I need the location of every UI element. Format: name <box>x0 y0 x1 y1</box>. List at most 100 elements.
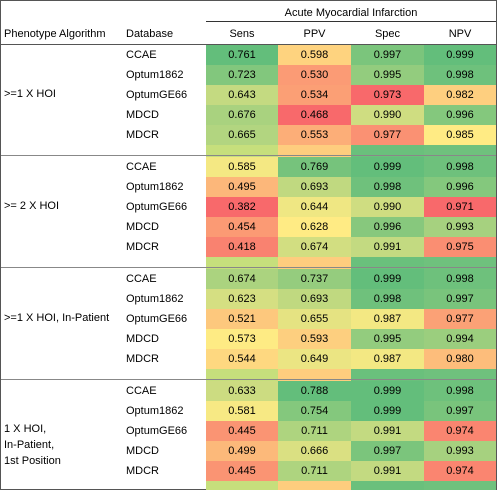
npv-value-cell: 0.998 <box>424 269 496 289</box>
database-cell: CCAE <box>126 161 157 173</box>
database-cell: MDCR <box>126 129 159 141</box>
table-row: CCAE 0.674 0.737 0.999 0.998 <box>1 269 496 289</box>
ppv-value-cell: 0.530 <box>278 65 351 85</box>
database-column-header: Database <box>126 28 174 40</box>
sens-value-cell: 0.418 <box>206 237 278 257</box>
npv-value-cell: 0.993 <box>424 217 496 237</box>
group-divider <box>1 155 496 156</box>
npv-column-header: NPV <box>448 28 472 40</box>
npv-value-cell: 0.999 <box>424 45 496 65</box>
table-row: Optum1862 0.723 0.530 0.995 0.998 <box>1 65 496 85</box>
database-cell: CCAE <box>126 273 157 285</box>
spec-value-cell: 0.973 <box>351 85 424 105</box>
npv-value-cell: 0.985 <box>424 125 496 145</box>
phenotype-algorithm-label: >=1 X HOI <box>4 86 124 102</box>
table-row: OptumGE66 0.521 0.655 0.987 0.977 <box>1 309 496 329</box>
ppv-column-header: PPV <box>303 28 326 40</box>
npv-value-cell: 0.998 <box>424 65 496 85</box>
phenotype-algorithm-label: >=1 X HOI, In-Patient <box>4 310 124 326</box>
spec-value-cell: 0.998 <box>351 289 424 309</box>
sens-value-cell: 0.674 <box>206 269 278 289</box>
ppv-value-cell: 0.468 <box>278 105 351 125</box>
database-cell: CCAE <box>126 49 157 61</box>
table-row: MDCD 0.573 0.593 0.995 0.994 <box>1 329 496 349</box>
phenotype-algorithm-line: 1st Position <box>4 455 61 467</box>
database-cell: Optum1862 <box>126 293 184 305</box>
table-row: MDCD 0.454 0.628 0.996 0.993 <box>1 217 496 237</box>
database-cell: MDCD <box>126 221 159 233</box>
npv-value-cell: 0.993 <box>424 441 496 461</box>
phenotype-algorithm-line: 1 X HOI, <box>4 423 47 435</box>
ppv-value-cell: 0.693 <box>278 177 351 197</box>
table-row: Optum1862 0.581 0.754 0.999 0.997 <box>1 401 496 421</box>
table-row: OptumGE66 0.643 0.534 0.973 0.982 <box>1 85 496 105</box>
sens-value-cell: 0.499 <box>206 441 278 461</box>
table-row: MDCR 0.665 0.553 0.977 0.985 <box>1 125 496 145</box>
spec-value-cell: 0.999 <box>351 157 424 177</box>
ppv-value-cell: 0.655 <box>278 309 351 329</box>
ppv-value-cell: 0.593 <box>278 329 351 349</box>
spec-value-cell: 0.997 <box>351 441 424 461</box>
table-row: MDCR 0.418 0.674 0.991 0.975 <box>1 237 496 257</box>
table-row: CCAE 0.633 0.788 0.999 0.998 <box>1 381 496 401</box>
ppv-value-cell: 0.711 <box>278 421 351 441</box>
npv-value-cell: 0.994 <box>424 329 496 349</box>
phenotype-algorithm-label: >= 2 X HOI <box>4 198 124 214</box>
spec-value-cell: 0.998 <box>351 177 424 197</box>
sens-value-cell: 0.521 <box>206 309 278 329</box>
npv-value-cell: 0.982 <box>424 85 496 105</box>
spec-value-cell: 0.977 <box>351 125 424 145</box>
table-row: OptumGE66 0.382 0.644 0.990 0.971 <box>1 197 496 217</box>
sens-value-cell: 0.723 <box>206 65 278 85</box>
ppv-value-cell: 0.553 <box>278 125 351 145</box>
spec-value-cell: 0.999 <box>351 381 424 401</box>
spec-value-cell: 0.997 <box>351 45 424 65</box>
table-row: OptumGE66 0.445 0.711 0.991 0.974 <box>1 421 496 441</box>
sens-value-cell: 0.445 <box>206 461 278 481</box>
ppv-value-cell: 0.769 <box>278 157 351 177</box>
sens-value-cell: 0.643 <box>206 85 278 105</box>
spec-value-cell: 0.996 <box>351 217 424 237</box>
database-cell: OptumGE66 <box>126 425 188 437</box>
spec-value-cell: 0.991 <box>351 237 424 257</box>
ppv-value-cell: 0.711 <box>278 461 351 481</box>
table-row: CCAE 0.585 0.769 0.999 0.998 <box>1 157 496 177</box>
spec-value-cell: 0.995 <box>351 65 424 85</box>
header-divider <box>1 44 496 45</box>
table-row: CCAE 0.761 0.598 0.997 0.999 <box>1 45 496 65</box>
ppv-value-cell: 0.788 <box>278 381 351 401</box>
database-cell: MDCR <box>126 465 159 477</box>
spec-column-header: Spec <box>374 28 401 40</box>
ppv-value-cell: 0.737 <box>278 269 351 289</box>
sens-value-cell: 0.544 <box>206 349 278 369</box>
phenotype-algorithm-line: >= 2 X HOI <box>4 200 60 212</box>
npv-value-cell: 0.997 <box>424 401 496 421</box>
ppv-value-cell: 0.534 <box>278 85 351 105</box>
spec-value-cell: 0.990 <box>351 197 424 217</box>
database-cell: MDCD <box>126 333 159 345</box>
database-cell: Optum1862 <box>126 69 184 81</box>
spec-value-cell: 0.999 <box>351 401 424 421</box>
sens-value-cell: 0.382 <box>206 197 278 217</box>
sens-value-cell: 0.581 <box>206 401 278 421</box>
phenotype-algorithm-line: In-Patient, <box>4 439 55 451</box>
sens-column-header: Sens <box>229 28 255 40</box>
ppv-value-cell: 0.693 <box>278 289 351 309</box>
npv-value-cell: 0.998 <box>424 157 496 177</box>
sens-value-cell: 0.633 <box>206 381 278 401</box>
sens-value-cell: 0.585 <box>206 157 278 177</box>
group-divider <box>1 267 496 268</box>
spec-value-cell: 0.999 <box>351 269 424 289</box>
npv-value-cell: 0.974 <box>424 421 496 441</box>
outcome-header: Acute Myocardial Infarction <box>206 1 496 22</box>
ppv-value-cell: 0.674 <box>278 237 351 257</box>
phenotype-algorithm-label: 1 X HOI, In-Patient, 1st Position <box>4 421 124 469</box>
group-divider <box>1 379 496 380</box>
database-cell: OptumGE66 <box>126 89 188 101</box>
ppv-value-cell: 0.628 <box>278 217 351 237</box>
table-row: MDCR 0.544 0.649 0.987 0.980 <box>1 349 496 369</box>
ppv-value-cell: 0.644 <box>278 197 351 217</box>
ppv-value-cell: 0.598 <box>278 45 351 65</box>
sens-value-cell: 0.676 <box>206 105 278 125</box>
ppv-value-cell: 0.666 <box>278 441 351 461</box>
